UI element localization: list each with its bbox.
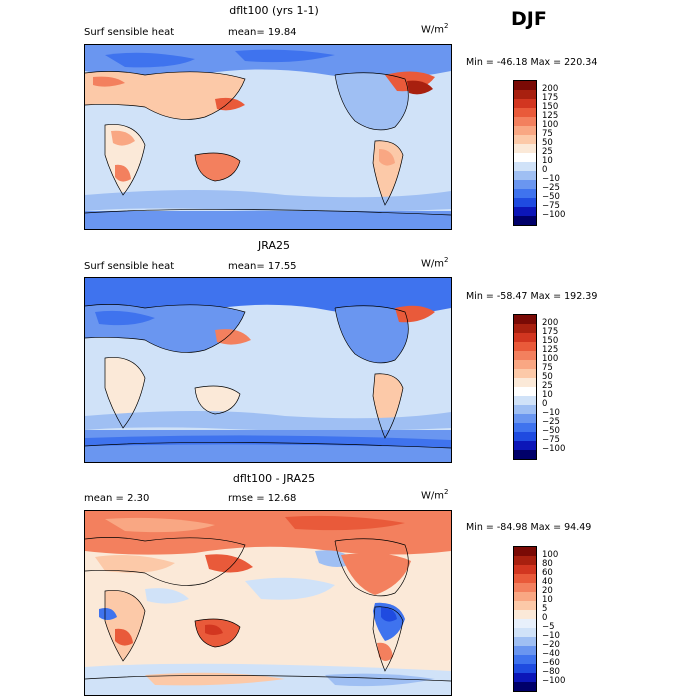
panel-3-title: dflt100 - JRA25: [232, 472, 316, 485]
panel-2-map: [84, 277, 452, 463]
panel-3-minmax: Min = -84.98 Max = 94.49: [466, 522, 592, 533]
panel-3-rmse-label: rmse = 12.68: [228, 493, 297, 504]
panel-2-title: JRA25: [258, 239, 290, 252]
panel-1-map: [84, 44, 452, 230]
season-label: DJF: [511, 8, 547, 30]
panel-1-title: dflt100 (yrs 1-1): [229, 4, 319, 17]
panel-2-mean-label: mean= 17.55: [228, 261, 297, 272]
panel-3-mean-label: mean = 2.30: [84, 493, 150, 504]
panel-2-units: W/m2: [421, 256, 449, 270]
panel-2-colorbar: [513, 314, 537, 460]
panel-1-minmax: Min = -46.18 Max = 220.34: [466, 57, 598, 68]
panel-1-units: W/m2: [421, 22, 449, 36]
panel-1-mean-label: mean= 19.84: [228, 27, 297, 38]
panel-1-variable-label: Surf sensible heat: [84, 27, 175, 38]
panel-3-colorbar: [513, 546, 537, 692]
panel-3-units: W/m2: [421, 488, 449, 502]
panel-2-variable-label: Surf sensible heat: [84, 261, 175, 272]
panel-2-minmax: Min = -58.47 Max = 192.39: [466, 291, 598, 302]
panel-3-map: [84, 510, 452, 696]
panel-1-colorbar: [513, 80, 537, 226]
